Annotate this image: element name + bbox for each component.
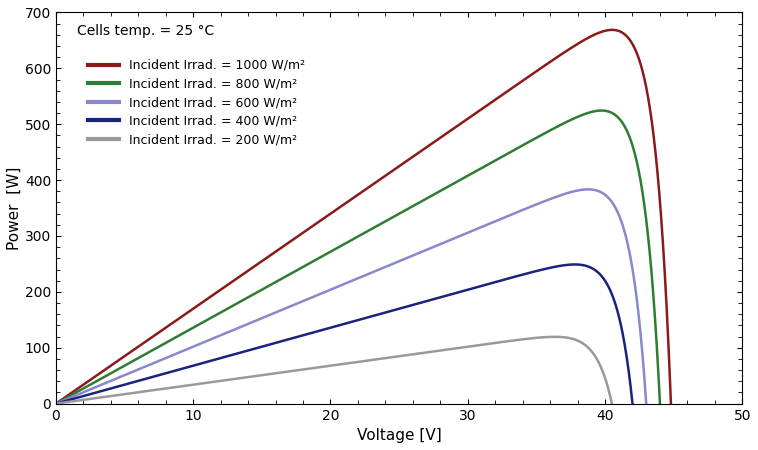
X-axis label: Voltage [V]: Voltage [V] <box>357 428 441 443</box>
Y-axis label: Power  [W]: Power [W] <box>7 166 22 250</box>
Text: Cells temp. = 25 °C: Cells temp. = 25 °C <box>77 24 214 38</box>
Legend: Incident Irrad. = 1000 W/m², Incident Irrad. = 800 W/m², Incident Irrad. = 600 W: Incident Irrad. = 1000 W/m², Incident Ir… <box>83 54 310 151</box>
